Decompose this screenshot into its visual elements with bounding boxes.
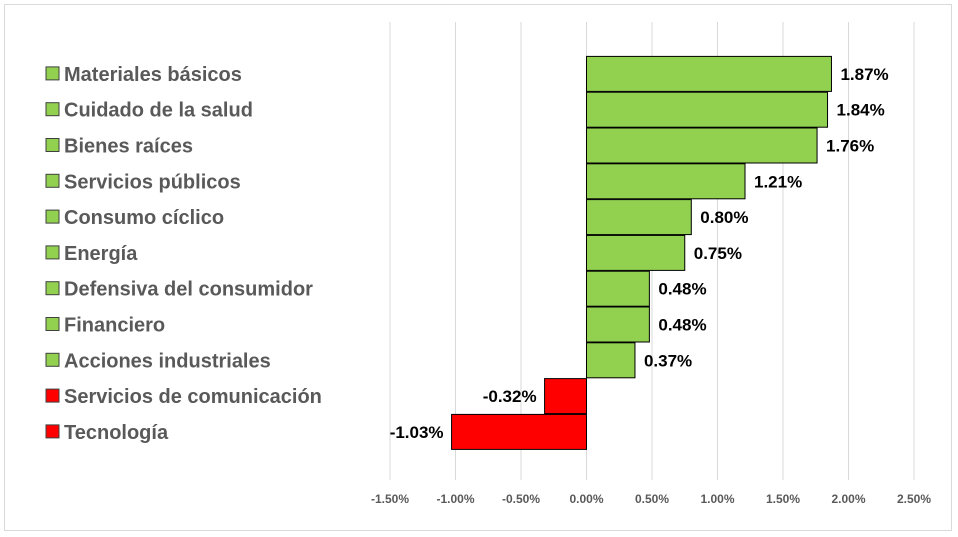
legend-swatch bbox=[45, 173, 60, 188]
x-tick-label: -1.50% bbox=[371, 492, 409, 506]
bar bbox=[544, 378, 588, 415]
bars bbox=[451, 55, 832, 450]
legend-swatch bbox=[45, 424, 60, 439]
data-label: -0.32% bbox=[483, 387, 537, 406]
bar bbox=[586, 55, 832, 92]
bar bbox=[586, 199, 692, 236]
legend-label: Tecnología bbox=[64, 422, 169, 444]
data-label: 0.37% bbox=[644, 351, 692, 370]
bar bbox=[586, 342, 636, 379]
legend-label: Defensiva del consumidor bbox=[64, 279, 313, 301]
bar bbox=[586, 234, 686, 271]
bar bbox=[586, 163, 746, 200]
x-tick-label: 2.00% bbox=[831, 492, 865, 506]
data-label: -1.03% bbox=[390, 423, 444, 442]
legend-label: Financiero bbox=[64, 315, 165, 337]
x-tick-label: 2.50% bbox=[897, 492, 931, 506]
legend-swatch bbox=[45, 281, 60, 296]
data-label: 1.76% bbox=[826, 137, 874, 156]
legend-swatch bbox=[45, 66, 60, 81]
bar bbox=[586, 127, 818, 164]
data-label: 1.21% bbox=[754, 172, 802, 191]
bar bbox=[451, 413, 587, 450]
legend-label: Consumo cíclico bbox=[64, 207, 224, 229]
data-label: 1.84% bbox=[837, 101, 885, 120]
bar bbox=[586, 306, 650, 343]
legend-label: Servicios de comunicación bbox=[64, 386, 322, 408]
legend-label: Servicios públicos bbox=[64, 171, 241, 193]
data-label: 0.80% bbox=[700, 208, 748, 227]
data-label: 0.48% bbox=[658, 316, 706, 335]
bar bbox=[586, 91, 829, 128]
data-labels: 1.87% 1.84% 1.76% 1.21% 0.80% 0.75% 0.48% 0.48%… bbox=[390, 65, 889, 442]
x-tick-label: -1.00% bbox=[436, 492, 474, 506]
legend: Materiales básicos Cuidado de la salud Bie… bbox=[45, 64, 322, 444]
legend-swatch bbox=[45, 209, 60, 224]
legend-swatch bbox=[45, 317, 60, 331]
legend-swatch bbox=[45, 102, 60, 117]
x-tick-label: 0.00% bbox=[569, 492, 603, 506]
legend-label: Bienes raíces bbox=[64, 136, 193, 158]
legend-label: Materiales básicos bbox=[64, 64, 242, 86]
legend-swatch bbox=[45, 352, 60, 367]
bar bbox=[586, 270, 650, 307]
x-tick-label: 1.00% bbox=[700, 492, 734, 506]
legend-label: Energía bbox=[64, 243, 138, 265]
x-tick-label: -0.50% bbox=[502, 492, 540, 506]
x-tick-label: 0.50% bbox=[635, 492, 669, 506]
data-label: 0.75% bbox=[694, 244, 742, 263]
x-axis-tick-labels: -1.50% -1.00% -0.50% 0.00% 0.50% 1.00% 1.50% 2.… bbox=[371, 492, 931, 506]
legend-swatch bbox=[45, 245, 60, 260]
x-tick-label: 1.50% bbox=[766, 492, 800, 506]
legend-swatch bbox=[45, 138, 60, 152]
legend-swatch bbox=[45, 388, 60, 403]
grid-lines bbox=[389, 22, 915, 480]
data-label: 1.87% bbox=[840, 65, 888, 84]
legend-label: Acciones industriales bbox=[64, 350, 271, 372]
data-label: 0.48% bbox=[658, 280, 706, 299]
legend-label: Cuidado de la salud bbox=[64, 100, 253, 122]
